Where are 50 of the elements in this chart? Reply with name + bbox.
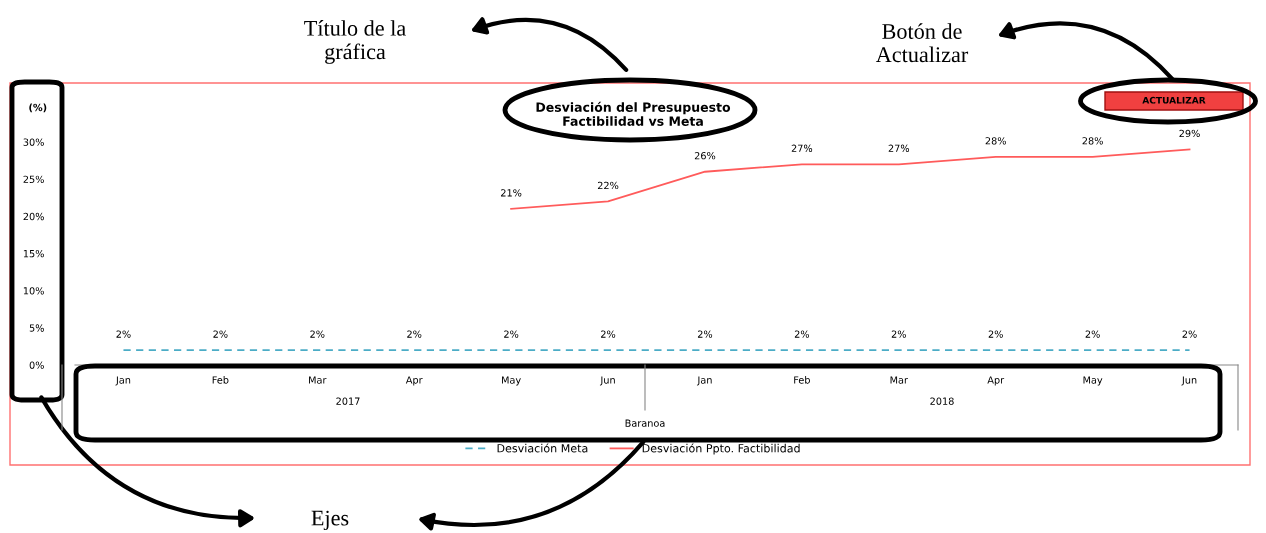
data-label: 2% bbox=[697, 330, 713, 338]
data-label: 29% bbox=[1179, 129, 1200, 138]
text: Botón de Actualizar bbox=[875, 23, 969, 63]
data-label: 2% bbox=[1182, 330, 1197, 338]
text: 2018 bbox=[930, 397, 954, 405]
data-label: 2% bbox=[988, 330, 1003, 338]
x-tick-label: Jun bbox=[599, 376, 615, 386]
data-label: 2% bbox=[407, 330, 422, 338]
x-tick-label: Jun bbox=[1181, 376, 1197, 386]
data-label: 27% bbox=[791, 144, 813, 152]
data-label: 28% bbox=[985, 137, 1006, 145]
y-tick-label: 30% bbox=[23, 138, 44, 146]
data-label: 2% bbox=[891, 330, 906, 338]
text: ACTUALIZAR bbox=[1142, 96, 1206, 104]
legend-label: Desviación Ppto. Factibilidad bbox=[642, 443, 800, 455]
data-label: 2% bbox=[794, 330, 810, 338]
text: Baranoa bbox=[625, 419, 665, 427]
data-label: 27% bbox=[888, 144, 910, 152]
data-label: 2% bbox=[1085, 330, 1100, 338]
x-tick-label: Apr bbox=[405, 376, 423, 386]
y-axis-title: (%) bbox=[29, 103, 47, 113]
data-label: 21% bbox=[501, 189, 522, 197]
chart-title: Desviación del Presupuesto Factibilidad vs Meta bbox=[536, 101, 731, 126]
y-tick-label: 25% bbox=[23, 175, 44, 183]
data-label: 2% bbox=[213, 330, 228, 338]
y-tick-label: 5% bbox=[29, 324, 44, 332]
data-label: 2% bbox=[504, 330, 519, 338]
y-tick-label: 15% bbox=[23, 249, 44, 258]
data-label: 2% bbox=[116, 330, 131, 338]
data-label: 2% bbox=[601, 330, 616, 338]
x-tick-label: Jan bbox=[115, 376, 131, 386]
x-tick-label: Feb bbox=[794, 376, 810, 384]
x-tick-label: Apr bbox=[987, 376, 1005, 386]
x-tick-label: Jan bbox=[696, 376, 712, 386]
y-tick-label: 0% bbox=[29, 361, 44, 369]
x-tick-label: Mar bbox=[309, 376, 327, 384]
y-tick-label: 10% bbox=[23, 287, 44, 295]
x-tick-label: Feb bbox=[212, 376, 229, 384]
legend-label: Desviación Meta bbox=[497, 443, 588, 453]
data-label: 2% bbox=[310, 330, 325, 338]
text: Ejes bbox=[311, 510, 349, 531]
data-label: 26% bbox=[694, 152, 716, 160]
text: Título de la gráfica bbox=[304, 20, 406, 64]
x-tick-label: May bbox=[1083, 376, 1103, 386]
x-tick-label: May bbox=[502, 376, 521, 386]
data-label: 28% bbox=[1082, 137, 1103, 145]
y-tick-label: 20% bbox=[23, 212, 44, 221]
data-label: 22% bbox=[597, 181, 619, 190]
text: 2017 bbox=[336, 397, 360, 405]
x-tick-label: Mar bbox=[890, 376, 908, 384]
